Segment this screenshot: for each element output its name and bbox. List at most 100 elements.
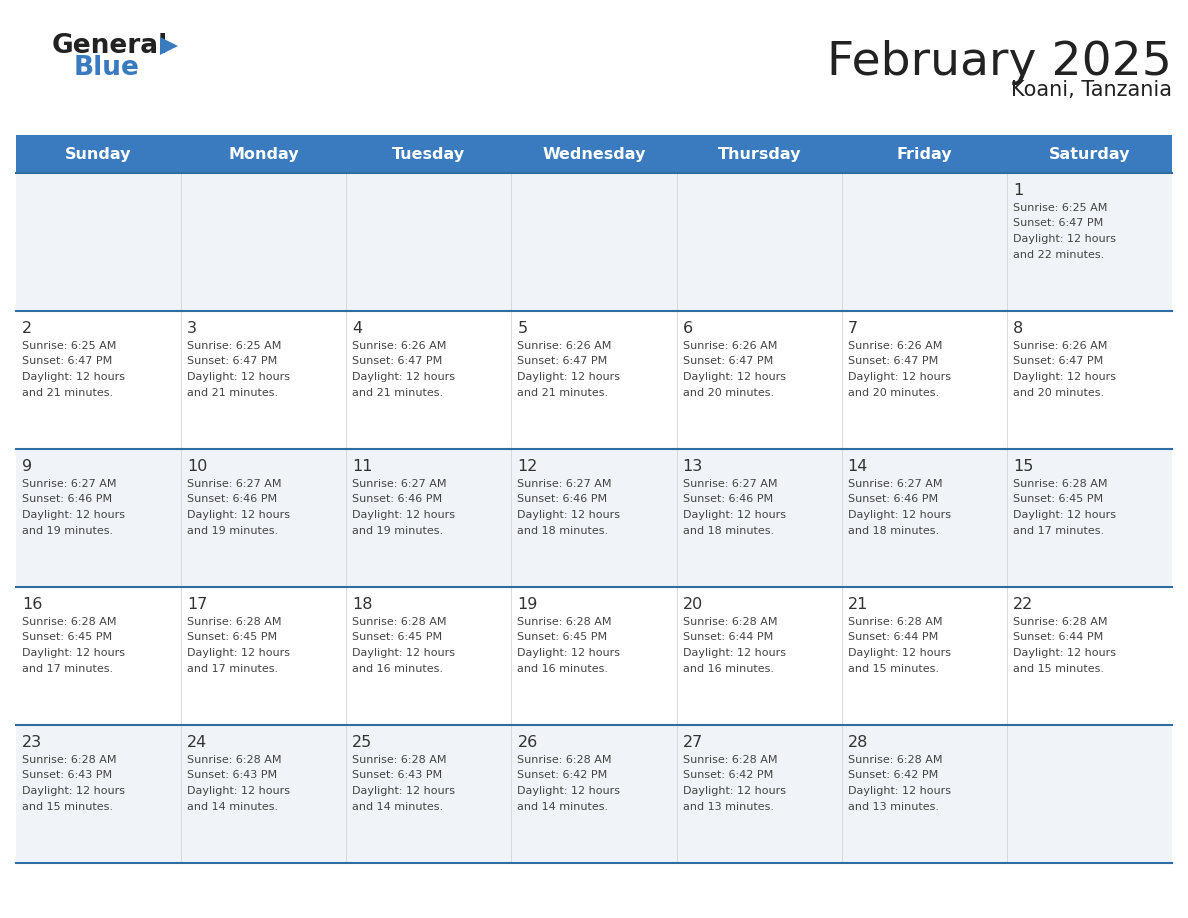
Text: Daylight: 12 hours: Daylight: 12 hours	[353, 372, 455, 382]
Text: Sunrise: 6:25 AM: Sunrise: 6:25 AM	[23, 341, 116, 351]
Text: Sunrise: 6:28 AM: Sunrise: 6:28 AM	[1013, 617, 1107, 627]
Text: and 17 minutes.: and 17 minutes.	[1013, 525, 1104, 535]
Text: 23: 23	[23, 735, 42, 750]
Text: Sunset: 6:42 PM: Sunset: 6:42 PM	[848, 770, 939, 780]
Text: Sunrise: 6:28 AM: Sunrise: 6:28 AM	[353, 617, 447, 627]
Text: 1: 1	[1013, 183, 1023, 198]
Text: Daylight: 12 hours: Daylight: 12 hours	[518, 786, 620, 796]
Text: Daylight: 12 hours: Daylight: 12 hours	[188, 786, 290, 796]
Text: Sunset: 6:47 PM: Sunset: 6:47 PM	[353, 356, 443, 366]
Text: 16: 16	[23, 597, 43, 612]
Text: 2: 2	[23, 321, 32, 336]
Text: Daylight: 12 hours: Daylight: 12 hours	[1013, 372, 1116, 382]
Text: Sunset: 6:43 PM: Sunset: 6:43 PM	[23, 770, 112, 780]
Text: 13: 13	[683, 459, 703, 474]
Bar	[15, 173, 1173, 311]
Text: Daylight: 12 hours: Daylight: 12 hours	[848, 372, 950, 382]
Text: Sunday: Sunday	[65, 147, 132, 162]
Text: Sunrise: 6:25 AM: Sunrise: 6:25 AM	[1013, 203, 1107, 213]
Text: 28: 28	[848, 735, 868, 750]
Text: and 17 minutes.: and 17 minutes.	[188, 664, 278, 674]
Text: and 18 minutes.: and 18 minutes.	[848, 525, 939, 535]
Text: Sunrise: 6:27 AM: Sunrise: 6:27 AM	[848, 479, 942, 489]
Text: 21: 21	[848, 597, 868, 612]
Text: 14: 14	[848, 459, 868, 474]
Text: Sunrise: 6:25 AM: Sunrise: 6:25 AM	[188, 341, 282, 351]
Text: Sunset: 6:43 PM: Sunset: 6:43 PM	[353, 770, 442, 780]
Text: and 19 minutes.: and 19 minutes.	[23, 525, 113, 535]
Text: 3: 3	[188, 321, 197, 336]
Text: 15: 15	[1013, 459, 1034, 474]
Text: Daylight: 12 hours: Daylight: 12 hours	[1013, 234, 1116, 244]
Text: 4: 4	[353, 321, 362, 336]
Text: Daylight: 12 hours: Daylight: 12 hours	[683, 372, 785, 382]
Text: 5: 5	[518, 321, 527, 336]
Text: and 14 minutes.: and 14 minutes.	[188, 801, 278, 812]
Text: Sunrise: 6:28 AM: Sunrise: 6:28 AM	[683, 617, 777, 627]
Text: and 15 minutes.: and 15 minutes.	[23, 801, 113, 812]
Text: Daylight: 12 hours: Daylight: 12 hours	[683, 786, 785, 796]
Text: 26: 26	[518, 735, 538, 750]
Text: 17: 17	[188, 597, 208, 612]
Bar	[15, 587, 1173, 725]
Text: Friday: Friday	[897, 147, 952, 162]
Text: 6: 6	[683, 321, 693, 336]
Text: Sunrise: 6:28 AM: Sunrise: 6:28 AM	[848, 755, 942, 765]
Text: Sunrise: 6:28 AM: Sunrise: 6:28 AM	[518, 617, 612, 627]
Text: Sunrise: 6:26 AM: Sunrise: 6:26 AM	[1013, 341, 1107, 351]
Text: Sunrise: 6:28 AM: Sunrise: 6:28 AM	[1013, 479, 1107, 489]
Text: and 21 minutes.: and 21 minutes.	[23, 387, 113, 397]
Text: Sunrise: 6:27 AM: Sunrise: 6:27 AM	[353, 479, 447, 489]
Text: and 16 minutes.: and 16 minutes.	[683, 664, 773, 674]
Text: Daylight: 12 hours: Daylight: 12 hours	[23, 372, 125, 382]
Text: Koani, Tanzania: Koani, Tanzania	[1011, 80, 1173, 100]
Text: Sunset: 6:47 PM: Sunset: 6:47 PM	[848, 356, 939, 366]
Text: Sunrise: 6:28 AM: Sunrise: 6:28 AM	[353, 755, 447, 765]
Polygon shape	[160, 37, 178, 55]
Text: Sunrise: 6:27 AM: Sunrise: 6:27 AM	[518, 479, 612, 489]
Text: and 21 minutes.: and 21 minutes.	[353, 387, 443, 397]
Text: Daylight: 12 hours: Daylight: 12 hours	[1013, 510, 1116, 520]
Text: and 20 minutes.: and 20 minutes.	[683, 387, 773, 397]
Text: and 13 minutes.: and 13 minutes.	[683, 801, 773, 812]
Text: Sunset: 6:46 PM: Sunset: 6:46 PM	[683, 495, 772, 505]
Text: Sunset: 6:42 PM: Sunset: 6:42 PM	[683, 770, 773, 780]
Text: Sunset: 6:46 PM: Sunset: 6:46 PM	[23, 495, 112, 505]
Text: Sunset: 6:47 PM: Sunset: 6:47 PM	[188, 356, 277, 366]
Text: Sunset: 6:43 PM: Sunset: 6:43 PM	[188, 770, 277, 780]
Text: Sunset: 6:47 PM: Sunset: 6:47 PM	[1013, 218, 1104, 229]
Text: and 20 minutes.: and 20 minutes.	[1013, 387, 1104, 397]
Text: Daylight: 12 hours: Daylight: 12 hours	[518, 648, 620, 658]
Text: Daylight: 12 hours: Daylight: 12 hours	[353, 648, 455, 658]
Text: Sunset: 6:46 PM: Sunset: 6:46 PM	[188, 495, 277, 505]
Text: and 21 minutes.: and 21 minutes.	[518, 387, 608, 397]
Text: February 2025: February 2025	[827, 40, 1173, 85]
Text: and 16 minutes.: and 16 minutes.	[518, 664, 608, 674]
Text: Daylight: 12 hours: Daylight: 12 hours	[353, 786, 455, 796]
Bar	[15, 135, 1173, 173]
Text: Daylight: 12 hours: Daylight: 12 hours	[188, 372, 290, 382]
Text: Sunrise: 6:28 AM: Sunrise: 6:28 AM	[518, 755, 612, 765]
Text: and 13 minutes.: and 13 minutes.	[848, 801, 939, 812]
Text: Daylight: 12 hours: Daylight: 12 hours	[683, 510, 785, 520]
Text: Sunrise: 6:27 AM: Sunrise: 6:27 AM	[23, 479, 116, 489]
Text: Sunrise: 6:26 AM: Sunrise: 6:26 AM	[518, 341, 612, 351]
Text: Sunset: 6:45 PM: Sunset: 6:45 PM	[1013, 495, 1102, 505]
Text: and 20 minutes.: and 20 minutes.	[848, 387, 939, 397]
Text: 7: 7	[848, 321, 858, 336]
Text: Monday: Monday	[228, 147, 299, 162]
Text: Daylight: 12 hours: Daylight: 12 hours	[23, 786, 125, 796]
Text: Sunset: 6:44 PM: Sunset: 6:44 PM	[1013, 633, 1104, 643]
Text: Daylight: 12 hours: Daylight: 12 hours	[518, 510, 620, 520]
Text: 24: 24	[188, 735, 208, 750]
Text: 27: 27	[683, 735, 703, 750]
Text: and 19 minutes.: and 19 minutes.	[188, 525, 278, 535]
Text: Sunset: 6:44 PM: Sunset: 6:44 PM	[848, 633, 939, 643]
Text: and 18 minutes.: and 18 minutes.	[683, 525, 773, 535]
Text: Daylight: 12 hours: Daylight: 12 hours	[848, 648, 950, 658]
Text: Daylight: 12 hours: Daylight: 12 hours	[848, 510, 950, 520]
Text: Sunset: 6:47 PM: Sunset: 6:47 PM	[23, 356, 112, 366]
Bar	[15, 449, 1173, 587]
Text: and 18 minutes.: and 18 minutes.	[518, 525, 608, 535]
Text: Sunrise: 6:28 AM: Sunrise: 6:28 AM	[23, 755, 116, 765]
